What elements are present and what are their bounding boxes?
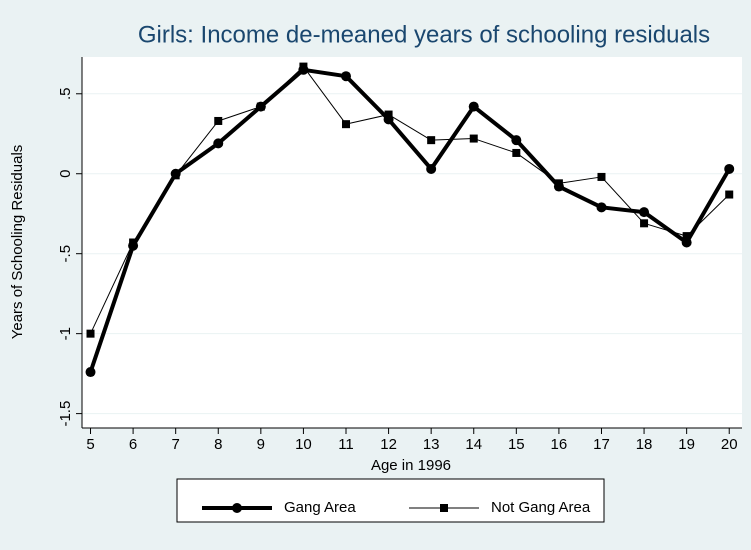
x-tick-label: 17	[593, 436, 610, 453]
legend-marker	[440, 504, 448, 512]
x-tick-label: 5	[86, 436, 94, 453]
series-line	[90, 66, 730, 334]
point	[725, 190, 734, 199]
point	[299, 62, 308, 71]
x-tick-label: 7	[172, 436, 180, 453]
y-tick-label: 0	[57, 170, 74, 178]
point	[426, 163, 437, 174]
x-tick-label: 9	[257, 436, 265, 453]
point	[341, 71, 351, 82]
point	[342, 120, 350, 129]
point	[86, 329, 95, 338]
y-tick-label: -1.5	[57, 401, 74, 427]
chart-title: Girls: Income de-meaned years of schooli…	[138, 21, 710, 48]
x-tick-label: 14	[465, 436, 482, 453]
point	[512, 148, 521, 157]
x-tick-label: 11	[338, 436, 354, 453]
point	[511, 135, 522, 146]
x-tick-label: 20	[721, 436, 738, 453]
point	[256, 102, 265, 111]
series-line	[88, 67, 731, 373]
point	[682, 232, 691, 241]
x-tick-label: 13	[423, 436, 440, 453]
point	[85, 367, 96, 378]
point	[596, 202, 607, 213]
point	[597, 172, 606, 181]
point	[427, 136, 436, 145]
legend-box	[176, 478, 605, 523]
point	[468, 101, 479, 112]
point	[213, 138, 224, 149]
y-axis-title: Years of Schooling Residuals	[9, 145, 26, 340]
point	[171, 171, 180, 180]
y-tick-label: .5	[57, 88, 74, 101]
x-tick-label: 6	[129, 436, 137, 453]
point	[554, 179, 563, 188]
y-tick-label: -.5	[57, 245, 74, 263]
x-tick-label: 15	[508, 436, 525, 453]
x-tick-label: 19	[678, 436, 695, 453]
x-tick-label: 10	[295, 436, 312, 453]
legend-label: Not Gang Area	[491, 499, 591, 516]
legend-marker	[232, 503, 242, 513]
point	[129, 238, 138, 247]
point	[469, 134, 478, 143]
point	[639, 207, 650, 218]
x-axis-title: Age in 1996	[371, 457, 451, 474]
point	[384, 110, 393, 119]
legend-label: Gang Area	[284, 499, 356, 516]
point	[640, 219, 649, 228]
plot-area	[82, 57, 742, 428]
y-tick-label: -1	[57, 327, 74, 340]
x-tick-label: 16	[551, 436, 568, 453]
point	[214, 116, 223, 125]
x-tick-label: 12	[380, 436, 397, 453]
x-tick-label: 18	[636, 436, 653, 453]
point	[724, 163, 735, 174]
x-tick-label: 8	[214, 436, 222, 453]
